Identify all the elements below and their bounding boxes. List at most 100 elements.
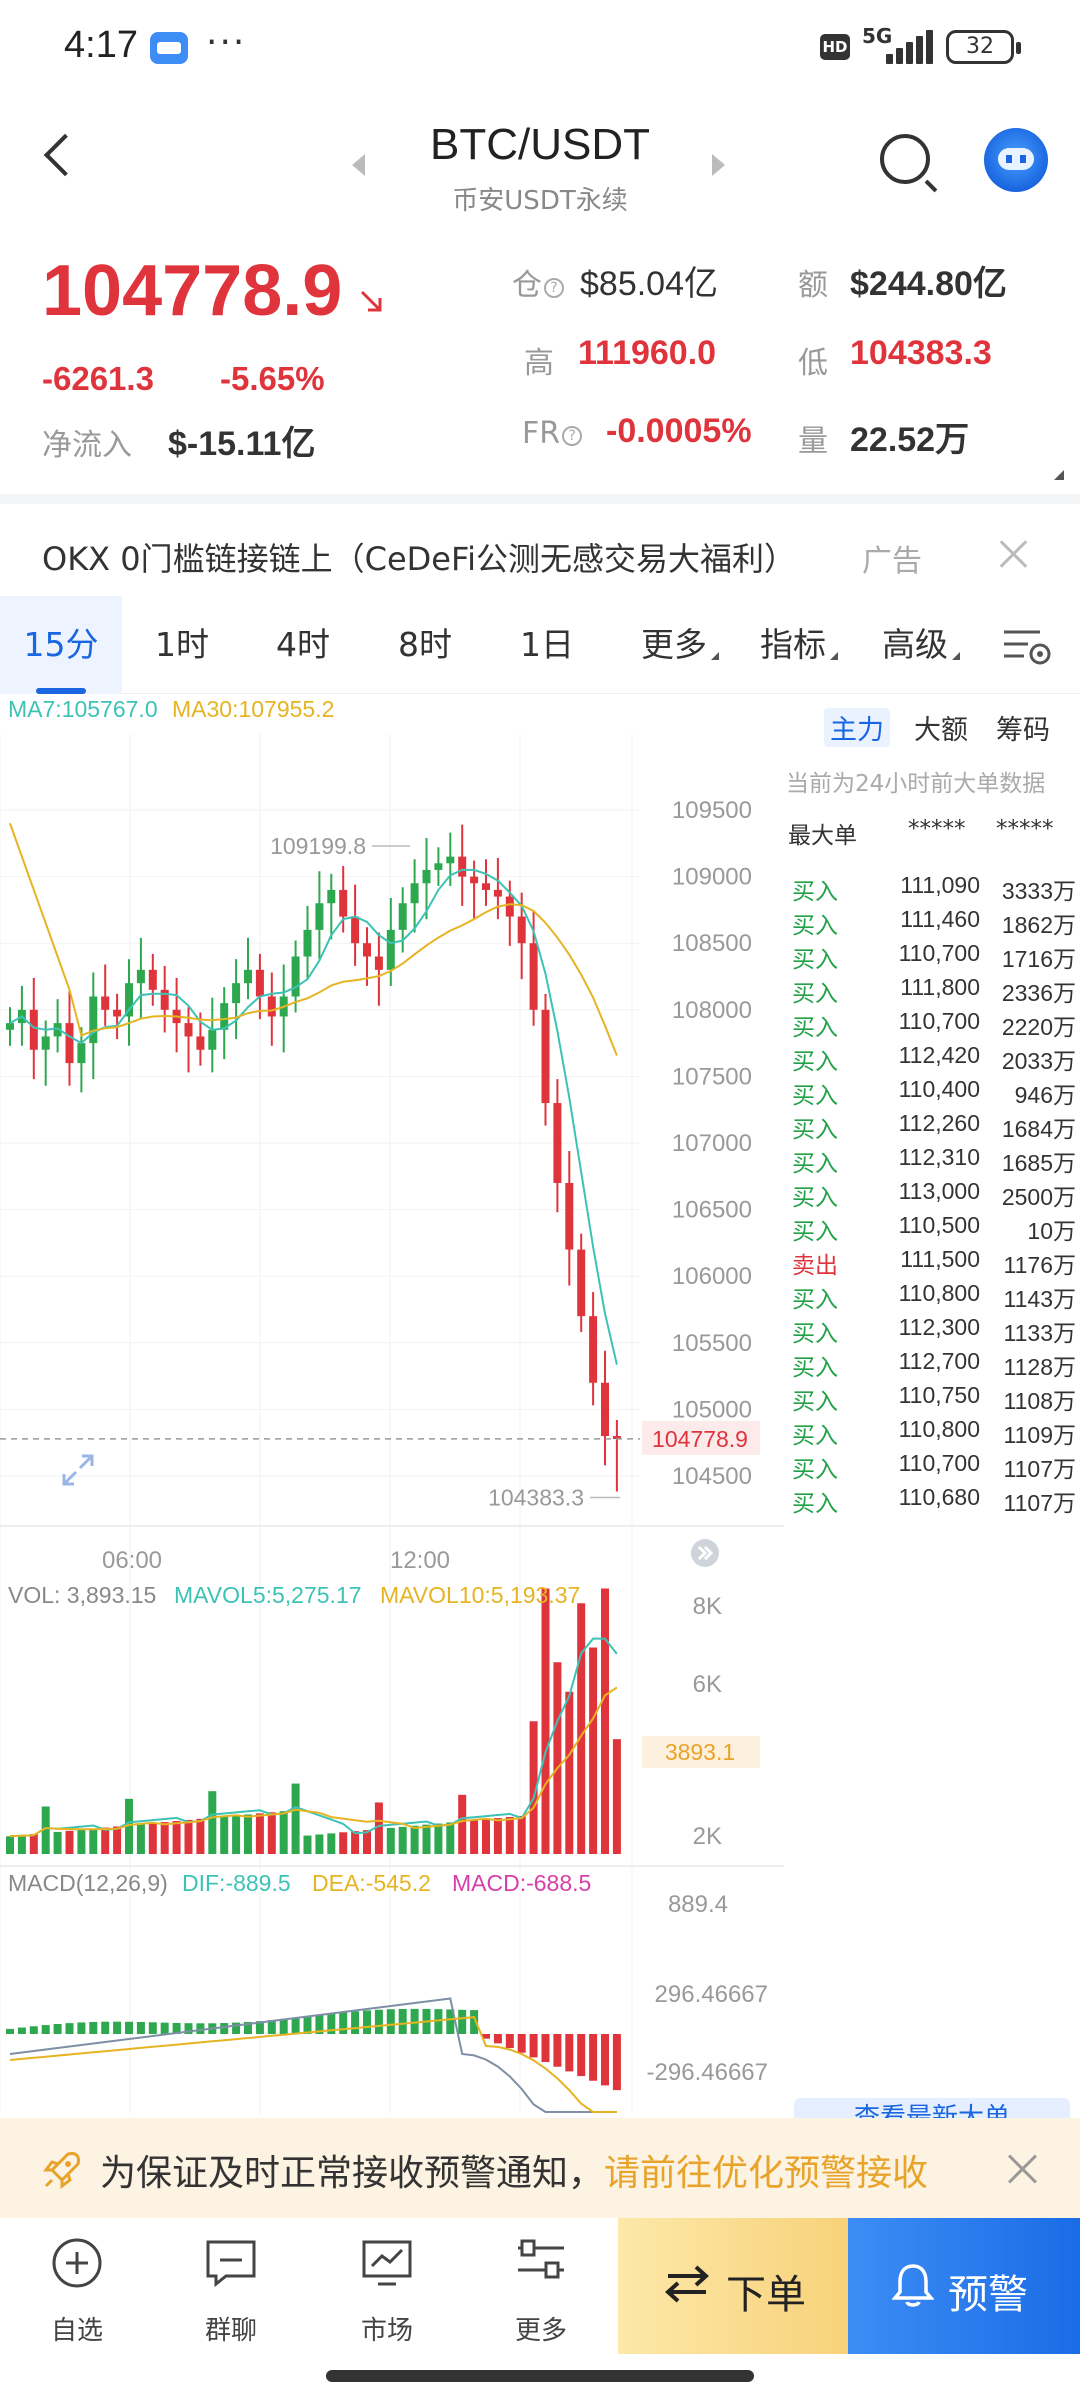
expand-corner-icon[interactable] <box>1054 470 1064 480</box>
macd-bar <box>386 2009 395 2034</box>
macd-legend: MACD:-688.5 <box>452 1870 592 1896</box>
order-price: 111,090 <box>900 872 980 898</box>
nav-market[interactable]: 市场 <box>312 2218 462 2358</box>
pair-title[interactable]: BTC/USDT <box>430 120 650 169</box>
candle-body <box>339 889 348 917</box>
place-order-button[interactable]: 下单 <box>618 2218 848 2354</box>
volume-bar <box>446 1822 455 1854</box>
nav-watchlist[interactable]: 自选 <box>2 2218 152 2358</box>
order-amount: 1107万 <box>1003 1490 1076 1516</box>
panel-tab-chips[interactable]: 筹码 <box>996 715 1050 746</box>
macd-bar <box>327 2013 336 2034</box>
candle-body <box>220 1003 229 1030</box>
tab-8h[interactable]: 8时 <box>364 596 486 694</box>
prev-pair-icon[interactable] <box>352 154 365 176</box>
volume-bar <box>303 1835 312 1854</box>
macd-title-legend: MACD(12,26,9) <box>8 1870 168 1896</box>
volume-bar <box>113 1826 122 1854</box>
dea-line <box>9 2016 617 2113</box>
assistant-bot-icon[interactable] <box>984 128 1048 192</box>
expand-chart-icon[interactable] <box>58 1450 98 1490</box>
volume-bar <box>101 1827 110 1854</box>
order-side: 买入 <box>792 1354 838 1380</box>
tab-1h[interactable]: 1时 <box>122 596 242 694</box>
candle-body <box>65 1023 74 1064</box>
dropdown-corner-icon <box>830 652 838 660</box>
order-amount: 1107万 <box>1003 1456 1076 1482</box>
tab-advanced[interactable]: 高级 <box>866 596 976 694</box>
price-alert-button[interactable]: 预警 <box>848 2218 1080 2354</box>
panel-tab-main[interactable]: 主力 <box>824 708 890 747</box>
order-side: 买入 <box>792 1422 838 1448</box>
volume-bar <box>410 1825 419 1854</box>
alert-optimize-link[interactable]: 请前往优化预警接收 <box>604 2153 929 2194</box>
volume-bar <box>601 1588 609 1854</box>
funding-rate-label[interactable]: FR? <box>522 416 583 451</box>
volume-bar <box>363 1830 371 1854</box>
open-interest-label[interactable]: 仓? <box>512 260 564 304</box>
nav-more[interactable]: 更多 <box>466 2218 616 2358</box>
back-icon[interactable] <box>43 133 87 177</box>
next-pair-icon[interactable] <box>712 154 725 176</box>
divider <box>0 494 1080 504</box>
current-price-tag: 104778.9 <box>652 1426 748 1452</box>
volume-bar <box>565 1691 574 1854</box>
close-icon[interactable] <box>1004 2150 1042 2188</box>
volume-bar <box>529 1721 538 1854</box>
status-time: 4:17 <box>64 24 138 66</box>
order-amount: 1684万 <box>1001 1116 1076 1142</box>
current-price-tag-bg <box>642 1420 760 1455</box>
volume-bar <box>148 1823 157 1854</box>
hd-icon: HD <box>820 34 850 60</box>
scroll-latest-icon[interactable] <box>690 1538 720 1568</box>
order-amount: 2500万 <box>1001 1184 1076 1210</box>
price-change: -6261.3 <box>42 360 154 397</box>
candle-body <box>541 1009 550 1104</box>
chart-area[interactable]: 109500 109000 108500 108000 107500 107000 1065… <box>0 694 790 2114</box>
order-row: 买入 110,700 2220万 <box>788 998 1078 1050</box>
order-side: 买入 <box>792 1456 838 1482</box>
candle-body <box>53 1023 62 1037</box>
help-icon[interactable]: ? <box>562 426 583 446</box>
volume-bar <box>136 1824 145 1854</box>
alert-banner[interactable]: 为保证及时正常接收预警通知，请前往优化预警接收 <box>0 2118 1080 2218</box>
candle-body <box>482 883 490 890</box>
ad-tag: 广告 <box>862 544 922 579</box>
candle-body <box>612 1436 621 1440</box>
tab-1d[interactable]: 1日 <box>486 596 608 694</box>
order-side: 买入 <box>792 1286 838 1312</box>
order-amount: 946万 <box>1014 1082 1076 1108</box>
dif-legend: DIF:-889.5 <box>182 1870 291 1896</box>
low-label: 低 <box>798 346 828 381</box>
close-icon[interactable] <box>994 534 1034 574</box>
candle-body <box>303 929 312 957</box>
order-price: 112,700 <box>898 1348 980 1374</box>
candle-body <box>6 1023 14 1030</box>
big-order-panel: 主力 大额 筹码 当前为24小时前大单数据 最大单 ***** ***** 买入… <box>784 694 1080 2128</box>
ad-text[interactable]: OKX 0门槛链接链上（CeDeFi公测无感交易大福利） <box>42 540 796 578</box>
panel-tab-large[interactable]: 大额 <box>914 715 968 746</box>
tab-indicators[interactable]: 指标 <box>744 596 854 694</box>
help-icon[interactable]: ? <box>544 278 564 298</box>
order-amount: 2336万 <box>1001 980 1076 1006</box>
tab-15m[interactable]: 15分 <box>0 596 122 694</box>
macd-bar <box>255 2021 264 2034</box>
tab-4h[interactable]: 4时 <box>242 596 364 694</box>
chart-settings-icon[interactable] <box>1002 624 1052 668</box>
nav-group-chat[interactable]: 群聊 <box>156 2218 306 2358</box>
high-value: 111960.0 <box>578 334 717 372</box>
kline-chart[interactable]: 109500 109000 108500 108000 107500 107000 1065… <box>0 694 790 2114</box>
order-price: 110,500 <box>898 1212 980 1238</box>
macd-bar <box>101 2021 110 2034</box>
netflow-value: $-15.11亿 <box>168 425 316 463</box>
order-price: 110,750 <box>898 1382 980 1408</box>
order-amount: 10万 <box>1027 1218 1076 1244</box>
ad-banner[interactable]: OKX 0门槛链接链上（CeDeFi公测无感交易大福利） 广告 <box>0 504 1080 608</box>
macd-bar <box>541 2034 550 2063</box>
network-type: 5G <box>862 24 893 48</box>
tab-more[interactable]: 更多 <box>620 596 740 694</box>
search-icon[interactable] <box>880 134 930 184</box>
volume-bar <box>89 1828 98 1854</box>
candle-body <box>255 969 264 997</box>
high-marker: 109199.8 <box>270 833 366 859</box>
